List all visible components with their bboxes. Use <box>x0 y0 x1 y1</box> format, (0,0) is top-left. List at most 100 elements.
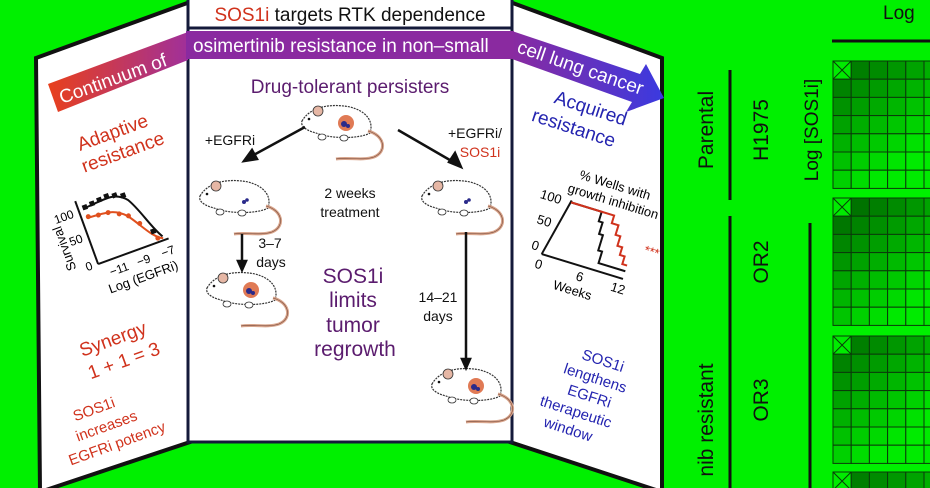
combo-curve <box>570 201 628 267</box>
heatmap-cell <box>868 215 889 235</box>
heatmap-cell <box>887 252 907 272</box>
heatmap-cell <box>868 115 889 135</box>
heatmap-cell <box>905 471 925 488</box>
heatmap-cell <box>832 306 852 326</box>
heatmap-cell <box>905 390 925 410</box>
mouse-untreated <box>301 104 384 161</box>
heatmap-cell <box>832 270 852 290</box>
heatmap-cell <box>887 115 907 135</box>
heatmap-cell <box>868 408 889 428</box>
heatmap-cell <box>832 444 852 464</box>
heatmap-cell <box>868 471 889 488</box>
heatmap-cell <box>868 60 889 80</box>
y-tick-100: 100 <box>52 207 76 227</box>
heatmap-cell <box>868 96 889 117</box>
empty-cell-cross-icon <box>832 335 852 355</box>
title-highlight: SOS1i <box>214 5 269 26</box>
combo-point <box>85 214 91 220</box>
control-curve <box>570 201 626 273</box>
heatmap-cell <box>850 197 870 217</box>
heatmap-cell <box>850 288 870 308</box>
heatmap-cell <box>923 353 930 373</box>
heatmap-cell <box>923 288 930 308</box>
empty-cell-cross-icon <box>832 197 852 217</box>
heatmap-cell <box>887 426 907 446</box>
heatmap-cell <box>923 335 930 355</box>
empty-cell-cross-icon <box>832 471 852 488</box>
heatmap-cell <box>923 78 930 98</box>
heatmap-cell <box>850 233 870 254</box>
heatmap-cell <box>868 197 889 217</box>
heatmap-cell <box>868 133 889 153</box>
heatmap-cell <box>832 371 852 392</box>
heatmap-cell <box>832 151 852 171</box>
heatmap-cell <box>887 270 907 290</box>
heatmap-top-label: Log <box>883 3 915 24</box>
heatmap-cell <box>868 169 889 189</box>
heatmap-cell <box>887 78 907 98</box>
heatmap-cell <box>887 60 907 80</box>
heatmap-grid <box>832 471 930 488</box>
heatmap-cell <box>923 96 930 117</box>
heatmap-cell <box>850 169 870 189</box>
heatmap-cell <box>923 233 930 254</box>
heatmap-cell <box>887 96 907 117</box>
heatmap-cell <box>905 151 925 171</box>
heatmap-cell <box>850 426 870 446</box>
heatmap-cell <box>905 96 925 117</box>
heatmap-cell <box>923 151 930 171</box>
heatmap-cell <box>905 426 925 446</box>
heatmap-cell <box>832 252 852 272</box>
control-point <box>96 196 103 204</box>
heatmap-cell <box>832 233 852 254</box>
heatmap-cell <box>850 60 870 80</box>
heatmap-cell <box>868 426 889 446</box>
center-panel <box>186 0 514 444</box>
heatmap-cell <box>923 426 930 446</box>
line-label-or2: OR2 <box>750 240 773 283</box>
right-treatment-label-2: SOS1i <box>460 144 500 160</box>
heatmap-cell <box>850 390 870 410</box>
heatmap-cell <box>850 270 870 290</box>
heatmap-cell <box>887 169 907 189</box>
message-4: regrowth <box>314 338 396 361</box>
heatmap-cell <box>850 151 870 171</box>
title: SOS1i targets RTK dependence <box>214 5 485 26</box>
y-tick-0: 0 <box>83 259 94 275</box>
heatmap-cell <box>868 306 889 326</box>
heatmap-cell <box>868 233 889 254</box>
heatmap-cell <box>887 353 907 373</box>
heatmap-cell <box>832 426 852 446</box>
mouse-egfri-relapse <box>206 271 289 328</box>
heatmap-cell <box>832 390 852 410</box>
heatmap-cell <box>905 288 925 308</box>
heatmap-cell <box>905 444 925 464</box>
title-box <box>186 0 514 30</box>
heatmap-cell <box>887 335 907 355</box>
heatmap-cell <box>905 270 925 290</box>
control-point <box>119 192 127 199</box>
heatmap-cell <box>887 408 907 428</box>
heatmap-cell <box>887 306 907 326</box>
right-treatment-label-1: +EGFRi/ <box>448 125 502 141</box>
heatmap-grid <box>832 197 930 326</box>
banner-middle <box>186 31 514 59</box>
heatmap-cell <box>850 133 870 153</box>
heatmap-cell <box>850 215 870 235</box>
heatmap-cell <box>923 390 930 410</box>
control-point <box>81 203 89 211</box>
heatmap-cell <box>887 233 907 254</box>
heatmap-cell <box>905 408 925 428</box>
heatmap-cell <box>923 306 930 326</box>
y-tick-50: 50 <box>67 231 85 249</box>
heatmap-cell <box>868 270 889 290</box>
x-tick-9: −9 <box>135 251 153 269</box>
title-rest: targets RTK dependence <box>269 5 485 26</box>
line-label-or3: OR3 <box>750 378 773 421</box>
heatmap-cell <box>923 133 930 153</box>
control-point <box>103 192 110 200</box>
heatmap-cell <box>850 252 870 272</box>
right-regrowth-1: 14–21 <box>419 289 458 305</box>
heatmap-cell <box>905 306 925 326</box>
